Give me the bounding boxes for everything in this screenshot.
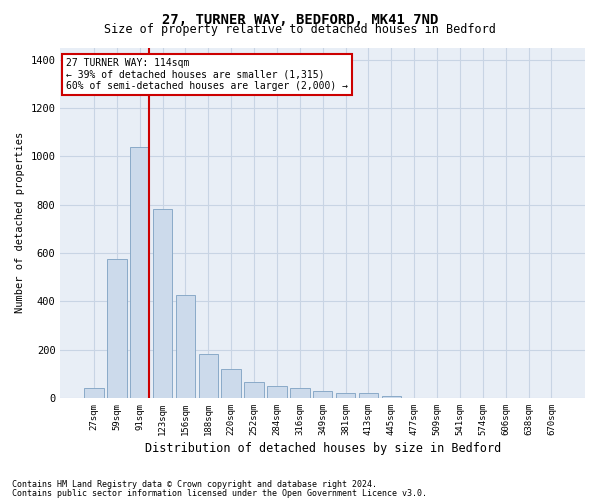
Y-axis label: Number of detached properties: Number of detached properties [15,132,25,314]
Bar [267,386,287,398]
X-axis label: Distribution of detached houses by size in Bedford: Distribution of detached houses by size … [145,442,501,455]
Bar [382,396,401,398]
Text: Contains public sector information licensed under the Open Government Licence v3: Contains public sector information licen… [12,488,427,498]
Bar [290,388,310,398]
Bar [244,382,264,398]
Bar [130,146,149,398]
Bar [107,259,127,398]
Bar [221,369,241,398]
Bar [199,354,218,398]
Bar [313,391,332,398]
Text: 27, TURNER WAY, BEDFORD, MK41 7ND: 27, TURNER WAY, BEDFORD, MK41 7ND [162,12,438,26]
Text: 27 TURNER WAY: 114sqm
← 39% of detached houses are smaller (1,315)
60% of semi-d: 27 TURNER WAY: 114sqm ← 39% of detached … [65,58,347,91]
Text: Contains HM Land Registry data © Crown copyright and database right 2024.: Contains HM Land Registry data © Crown c… [12,480,377,489]
Bar [336,393,355,398]
Bar [84,388,104,398]
Bar [176,295,195,398]
Text: Size of property relative to detached houses in Bedford: Size of property relative to detached ho… [104,22,496,36]
Bar [359,393,378,398]
Bar [153,210,172,398]
